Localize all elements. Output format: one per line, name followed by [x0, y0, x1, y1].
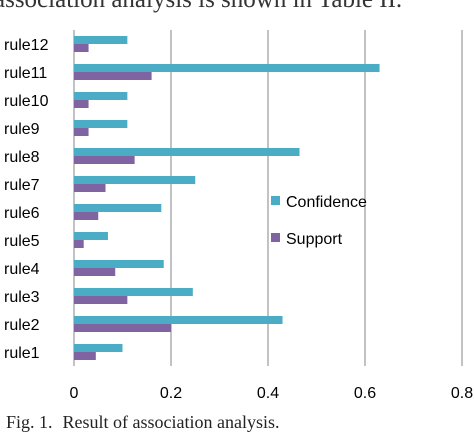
category-label: rule4 — [4, 261, 40, 278]
support-bar — [74, 240, 84, 248]
caption-label: Fig. 1. — [6, 412, 53, 432]
category-label: rule10 — [4, 93, 49, 110]
confidence-bar — [74, 344, 123, 352]
confidence-bar — [74, 176, 196, 184]
confidence-bar — [74, 204, 162, 212]
category-label: rule12 — [4, 37, 49, 54]
category-label: rule2 — [4, 317, 40, 334]
confidence-bar — [74, 148, 300, 156]
x-tick-label: 0.2 — [160, 385, 182, 402]
figure-caption: Fig. 1. Result of association analysis. — [6, 412, 279, 433]
gridlines — [73, 30, 463, 366]
category-label: rule9 — [4, 121, 40, 138]
category-label: rule7 — [4, 177, 40, 194]
legend-label-support: Support — [286, 231, 343, 248]
support-bar — [74, 324, 171, 332]
support-bar — [74, 100, 89, 108]
x-tick-label: 0.6 — [354, 385, 376, 402]
x-tick-label: 0 — [70, 385, 79, 402]
category-label: rule5 — [4, 233, 40, 250]
category-label: rule3 — [4, 289, 40, 306]
category-label: rule8 — [4, 149, 40, 166]
category-label: rule6 — [4, 205, 40, 222]
confidence-bar — [74, 120, 128, 128]
legend-swatch-support — [271, 233, 280, 242]
bars — [74, 36, 380, 360]
confidence-bar — [74, 316, 283, 324]
support-bar — [74, 72, 152, 80]
confidence-bar — [74, 92, 128, 100]
category-label: rule1 — [4, 345, 40, 362]
context-text: association analysis is shown in Table I… — [0, 0, 474, 18]
legend: Confidence Support — [271, 194, 367, 248]
confidence-bar — [74, 260, 164, 268]
caption-text: Result of association analysis. — [62, 412, 280, 432]
support-bar — [74, 352, 96, 360]
confidence-bar — [74, 64, 380, 72]
category-labels: rule1 rule2 rule3 rule4 rule5 rule6 rule7 rule8… — [4, 37, 49, 362]
legend-swatch-confidence — [271, 196, 280, 205]
support-bar — [74, 184, 106, 192]
confidence-bar — [74, 288, 193, 296]
support-bar — [74, 128, 89, 136]
support-bar — [74, 156, 135, 164]
confidence-bar — [74, 232, 108, 240]
support-bar — [74, 212, 99, 220]
x-tick-label: 0.4 — [257, 385, 279, 402]
confidence-bar — [74, 36, 128, 44]
support-bar — [74, 268, 116, 276]
legend-label-confidence: Confidence — [286, 194, 367, 211]
x-tick-labels: 0 0.2 0.4 0.6 0.8 — [70, 385, 474, 402]
category-label: rule11 — [4, 65, 47, 82]
support-bar — [74, 296, 128, 304]
x-tick-label: 0.8 — [451, 385, 473, 402]
support-bar — [74, 44, 89, 52]
